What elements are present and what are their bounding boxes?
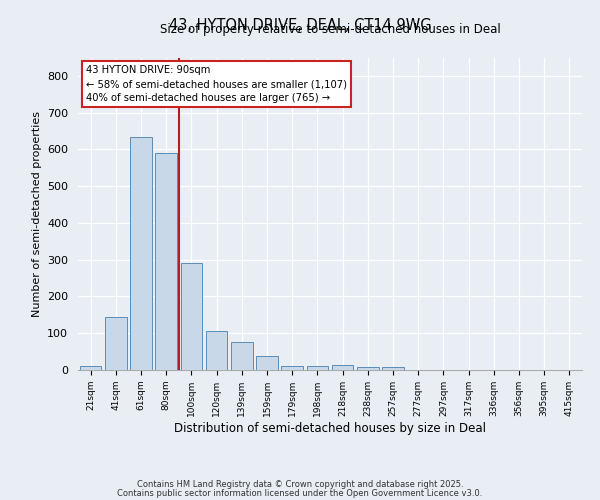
Bar (181, 264, 202, 370)
Bar (357, 368, 379, 370)
Bar (130, 136, 152, 370)
Bar (281, 366, 303, 370)
Title: Size of property relative to semi-detached houses in Deal: Size of property relative to semi-detach… (160, 22, 500, 36)
Bar (382, 367, 404, 370)
Bar (80, 366, 101, 370)
Text: Contains HM Land Registry data © Crown copyright and database right 2025.: Contains HM Land Registry data © Crown c… (137, 480, 463, 489)
Text: 43 HYTON DRIVE: 90sqm
← 58% of semi-detached houses are smaller (1,107)
40% of s: 43 HYTON DRIVE: 90sqm ← 58% of semi-deta… (86, 66, 347, 104)
Bar (307, 366, 328, 370)
X-axis label: Distribution of semi-detached houses by size in Deal: Distribution of semi-detached houses by … (174, 422, 486, 434)
Text: 43, HYTON DRIVE, DEAL, CT14 9WG: 43, HYTON DRIVE, DEAL, CT14 9WG (169, 18, 431, 32)
Bar (231, 342, 253, 370)
Bar (332, 365, 353, 370)
Bar (155, 153, 177, 370)
Bar (256, 356, 278, 370)
Bar (206, 332, 227, 370)
Text: Contains public sector information licensed under the Open Government Licence v3: Contains public sector information licen… (118, 488, 482, 498)
Bar (105, 316, 127, 370)
Y-axis label: Number of semi-detached properties: Number of semi-detached properties (32, 111, 41, 317)
